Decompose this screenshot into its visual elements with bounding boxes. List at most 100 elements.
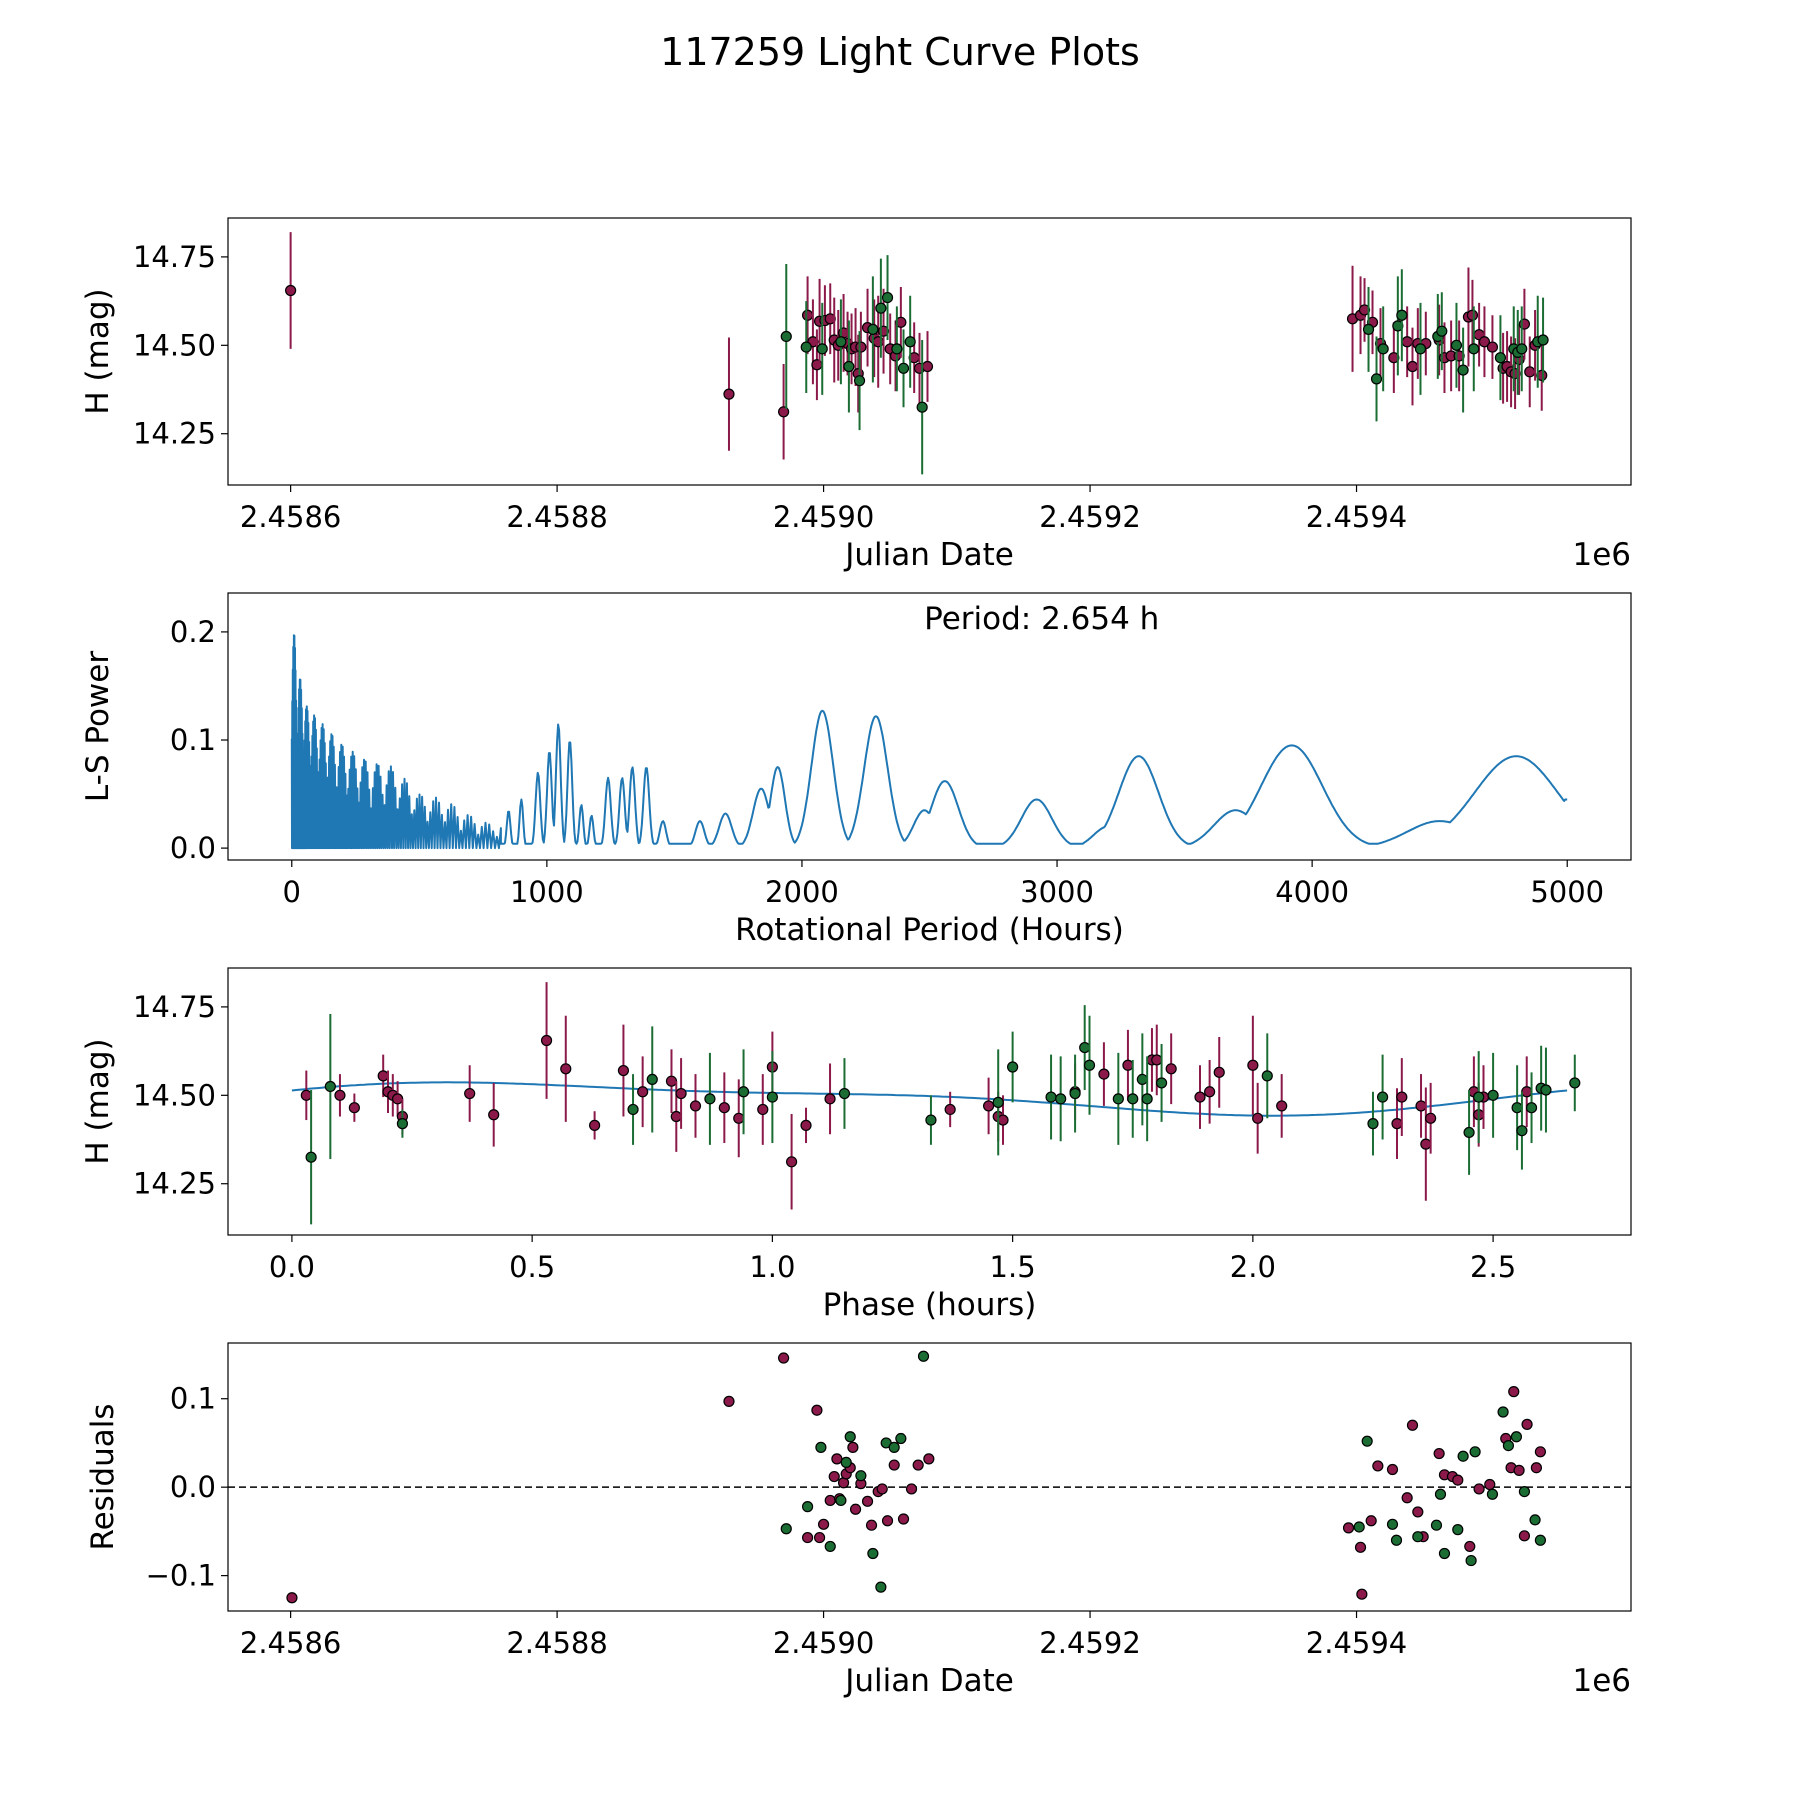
data-point bbox=[1486, 1488, 1499, 1500]
series-green bbox=[305, 1005, 1581, 1225]
data-point bbox=[300, 1089, 312, 1101]
x-offset-label: 1e6 bbox=[1572, 1663, 1631, 1699]
data-point bbox=[847, 1441, 859, 1453]
data-point bbox=[813, 1531, 826, 1544]
data-point bbox=[1353, 1521, 1365, 1533]
data-point bbox=[1529, 1514, 1541, 1526]
y-axis: −0.1 0.0 0.1 bbox=[146, 1382, 228, 1593]
data-point bbox=[923, 1453, 935, 1465]
data-point bbox=[1372, 1460, 1384, 1472]
x-tick-label: 2000 bbox=[765, 875, 839, 909]
data-point bbox=[916, 401, 928, 413]
data-point bbox=[1401, 1492, 1413, 1504]
x-tick-label: 2.5 bbox=[1470, 1250, 1516, 1284]
data-point bbox=[780, 1523, 792, 1535]
data-point bbox=[324, 1080, 336, 1093]
data-point bbox=[888, 1441, 900, 1453]
data-point bbox=[1276, 1100, 1288, 1112]
panel-light-curve: 2.4586 2.4588 2.4590 2.4592 2.4594 14.25 14.50… bbox=[80, 217, 1632, 573]
data-point bbox=[801, 1531, 814, 1544]
y-tick-label: 14.25 bbox=[133, 417, 216, 451]
data-point bbox=[1007, 1061, 1019, 1073]
data-point bbox=[992, 1096, 1004, 1108]
data-point bbox=[1438, 1547, 1451, 1560]
data-point bbox=[1079, 1041, 1091, 1054]
y-axis-label: H (mag) bbox=[80, 288, 116, 414]
data-point bbox=[895, 316, 907, 328]
data-point bbox=[780, 330, 792, 343]
data-point bbox=[1516, 1125, 1528, 1137]
data-point bbox=[1055, 1093, 1067, 1105]
data-point bbox=[849, 1503, 862, 1515]
x-tick-label: 2.4590 bbox=[773, 1626, 874, 1660]
data-point bbox=[1165, 1063, 1177, 1075]
y-axis: 0.0 0.1 0.2 bbox=[170, 615, 228, 865]
y-axis-label: H (mag) bbox=[80, 1038, 116, 1164]
data-point bbox=[835, 1494, 847, 1507]
x-axis: 0 1000 2000 3000 4000 5000 bbox=[283, 860, 1604, 909]
data-point bbox=[1433, 1447, 1445, 1460]
data-point bbox=[1354, 1541, 1367, 1553]
axes-frame bbox=[227, 217, 1632, 486]
data-point bbox=[757, 1103, 769, 1116]
data-point bbox=[1513, 1464, 1525, 1476]
data-point bbox=[396, 1118, 409, 1130]
data-point bbox=[838, 1087, 851, 1100]
period-annotation: Period: 2.654 h bbox=[924, 601, 1159, 637]
data-point bbox=[1083, 1059, 1096, 1071]
x-axis-label: Rotational Period (Hours) bbox=[735, 912, 1124, 948]
y-tick-label: 0.2 bbox=[170, 615, 216, 649]
data-point bbox=[1536, 369, 1548, 381]
data-point bbox=[1356, 1588, 1368, 1600]
data-point bbox=[1516, 343, 1528, 355]
plot-area bbox=[228, 1350, 1631, 1604]
data-point bbox=[733, 1112, 745, 1124]
data-point bbox=[944, 1103, 956, 1116]
data-point bbox=[1406, 1419, 1419, 1431]
data-point bbox=[1457, 364, 1469, 376]
x-offset-label: 1e6 bbox=[1572, 537, 1631, 573]
data-point bbox=[737, 1086, 750, 1098]
data-point bbox=[861, 1495, 874, 1507]
data-point bbox=[589, 1119, 601, 1131]
y-tick-label: 14.50 bbox=[133, 1078, 216, 1112]
panel-periodogram: 0 1000 2000 3000 4000 5000 0.0 0.1 0.2 Rotational… bbox=[80, 592, 1632, 948]
data-point bbox=[897, 362, 910, 374]
data-point bbox=[1464, 1540, 1476, 1553]
data-point bbox=[1414, 343, 1427, 355]
data-point bbox=[1069, 1087, 1081, 1100]
data-point bbox=[1396, 1091, 1408, 1103]
data-point bbox=[334, 1089, 346, 1101]
data-point bbox=[867, 1547, 879, 1560]
data-point bbox=[801, 1501, 814, 1513]
data-point bbox=[1401, 336, 1413, 348]
data-point bbox=[905, 1483, 918, 1495]
data-point bbox=[1390, 1534, 1403, 1546]
data-point bbox=[1473, 1483, 1485, 1495]
x-tick-label: 2.4588 bbox=[506, 500, 607, 534]
x-tick-label: 0.5 bbox=[509, 1250, 555, 1284]
data-point bbox=[1465, 1554, 1477, 1567]
data-point bbox=[392, 1093, 404, 1105]
x-tick-label: 1.0 bbox=[749, 1250, 795, 1284]
data-point bbox=[1151, 1054, 1163, 1066]
data-point bbox=[875, 302, 887, 314]
data-point bbox=[853, 375, 866, 387]
data-point bbox=[1452, 1524, 1464, 1536]
data-point bbox=[723, 388, 735, 400]
data-point bbox=[1358, 304, 1371, 316]
data-point bbox=[704, 1093, 716, 1105]
data-point bbox=[876, 1483, 888, 1495]
data-point bbox=[824, 1494, 836, 1507]
data-point bbox=[1136, 1073, 1148, 1085]
y-axis: 14.25 14.50 14.75 bbox=[133, 990, 228, 1201]
data-point bbox=[1511, 1102, 1523, 1114]
x-tick-label: 4000 bbox=[1275, 875, 1349, 909]
y-tick-label: 14.75 bbox=[133, 990, 216, 1024]
axes-frame bbox=[227, 967, 1632, 1236]
figure-title: 117259 Light Curve Plots bbox=[660, 30, 1140, 74]
x-tick-label: 5000 bbox=[1530, 875, 1604, 909]
data-point bbox=[904, 336, 916, 348]
data-point bbox=[1463, 1126, 1475, 1139]
